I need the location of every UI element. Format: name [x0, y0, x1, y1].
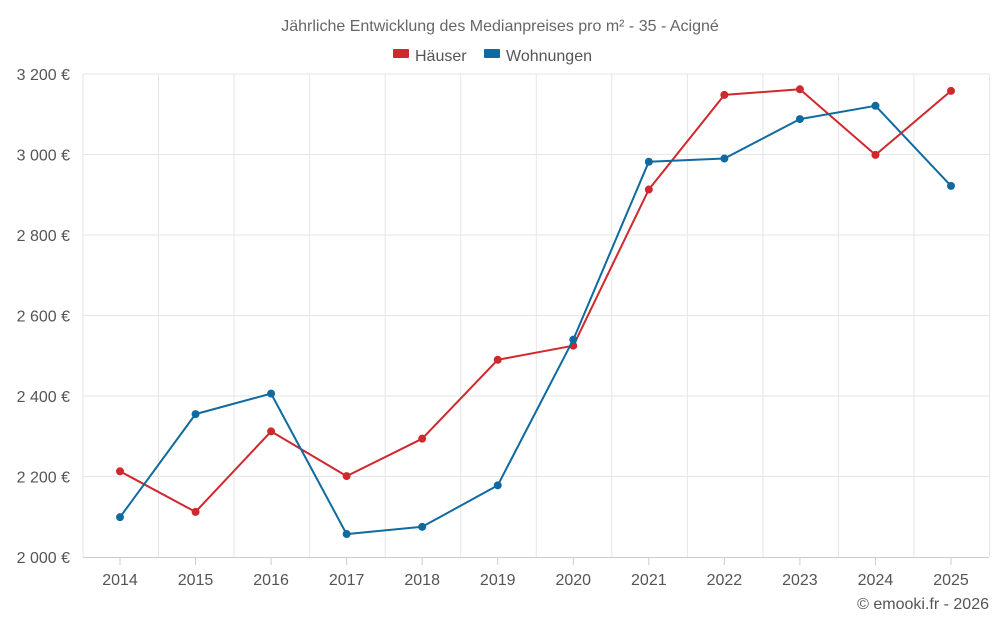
data-point-wohnungen[interactable]: [116, 513, 124, 522]
credits: © emooki.fr - 2026: [857, 596, 989, 613]
y-tick-label: 2 200 €: [17, 470, 70, 487]
y-tick-label: 2 600 €: [17, 309, 70, 326]
chart-title: Jährliche Entwicklung des Medianpreises …: [281, 18, 719, 35]
series-line-wohnungen: [119, 104, 952, 536]
legend: Häuser Wohnungen: [393, 48, 592, 65]
x-tick-label: 2017: [329, 572, 365, 589]
legend-swatch-haeuser: [393, 49, 409, 58]
x-tick-label: 2018: [404, 572, 440, 589]
x-tick-label: 2014: [102, 572, 138, 589]
data-point-haeuser[interactable]: [871, 150, 880, 159]
data-point-haeuser[interactable]: [342, 472, 351, 481]
series-wohnungen: [116, 101, 955, 539]
data-point-wohnungen[interactable]: [493, 481, 502, 490]
legend-label-wohnungen: Wohnungen: [506, 48, 592, 65]
series-layer: [116, 85, 955, 539]
legend-label-haeuser: Häuser: [415, 48, 467, 65]
x-tick-label: 2020: [555, 572, 591, 589]
y-tick-label: 2 000 €: [17, 550, 70, 567]
x-tick-label: 2016: [253, 572, 289, 589]
x-tick-label: 2022: [707, 572, 743, 589]
y-tick-label: 3 000 €: [17, 148, 70, 165]
legend-item-haeuser[interactable]: Häuser: [393, 48, 467, 65]
data-point-wohnungen[interactable]: [267, 389, 276, 398]
x-tick-label: 2025: [933, 572, 969, 589]
x-tick-label: 2019: [480, 572, 516, 589]
y-tick-label: 2 800 €: [17, 228, 70, 245]
x-tick-label: 2021: [631, 572, 667, 589]
data-point-haeuser[interactable]: [644, 185, 653, 194]
horizontal-gridlines: [83, 73, 989, 477]
y-tick-label: 3 200 €: [17, 67, 70, 84]
y-axis-ticks: 2 000 € 2 200 € 2 400 € 2 600 € 2 800 € 3 000…: [17, 67, 70, 567]
data-point-haeuser[interactable]: [116, 467, 124, 476]
data-point-wohnungen[interactable]: [720, 154, 729, 163]
data-point-haeuser[interactable]: [493, 355, 502, 364]
data-point-wohnungen[interactable]: [342, 530, 351, 539]
series-haeuser: [116, 85, 955, 516]
legend-item-wohnungen[interactable]: Wohnungen: [484, 48, 592, 65]
x-tick-label: 2015: [178, 572, 214, 589]
data-point-wohnungen[interactable]: [191, 410, 200, 419]
x-tick-label: 2023: [782, 572, 818, 589]
x-axis-ticks: 2014 2015 2016 2017 2018 2019 2020 2021 2022 2023…: [102, 557, 969, 589]
data-point-wohnungen[interactable]: [644, 157, 653, 166]
data-point-haeuser[interactable]: [418, 434, 427, 443]
data-point-haeuser[interactable]: [191, 507, 200, 516]
x-tick-label: 2024: [858, 572, 894, 589]
data-point-wohnungen[interactable]: [418, 522, 427, 531]
data-point-haeuser[interactable]: [795, 85, 804, 94]
data-point-haeuser[interactable]: [267, 427, 276, 436]
data-point-wohnungen[interactable]: [947, 181, 955, 190]
data-point-wohnungen[interactable]: [795, 115, 804, 124]
data-point-haeuser[interactable]: [947, 86, 955, 95]
y-tick-label: 2 400 €: [17, 389, 70, 406]
legend-swatch-wohnungen: [484, 49, 500, 58]
series-line-haeuser: [119, 88, 952, 513]
data-point-wohnungen[interactable]: [569, 335, 578, 344]
data-point-wohnungen[interactable]: [871, 101, 880, 110]
data-point-haeuser[interactable]: [720, 90, 729, 99]
